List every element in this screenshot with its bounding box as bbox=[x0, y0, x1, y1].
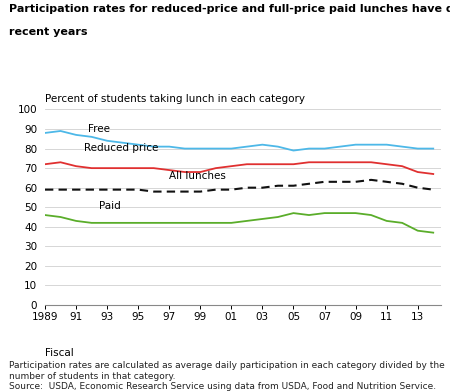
Text: Percent of students taking lunch in each category: Percent of students taking lunch in each… bbox=[45, 93, 305, 104]
Text: recent years: recent years bbox=[9, 27, 87, 38]
Text: Participation rates are calculated as average daily participation in each catego: Participation rates are calculated as av… bbox=[9, 361, 445, 391]
Text: Participation rates for reduced-price and full-price paid lunches have declined : Participation rates for reduced-price an… bbox=[9, 4, 450, 14]
Text: Fiscal: Fiscal bbox=[45, 348, 74, 358]
Text: Paid: Paid bbox=[99, 201, 121, 211]
Text: Reduced price: Reduced price bbox=[84, 143, 158, 153]
Text: Free: Free bbox=[89, 124, 111, 134]
Text: All lunches: All lunches bbox=[169, 171, 226, 181]
